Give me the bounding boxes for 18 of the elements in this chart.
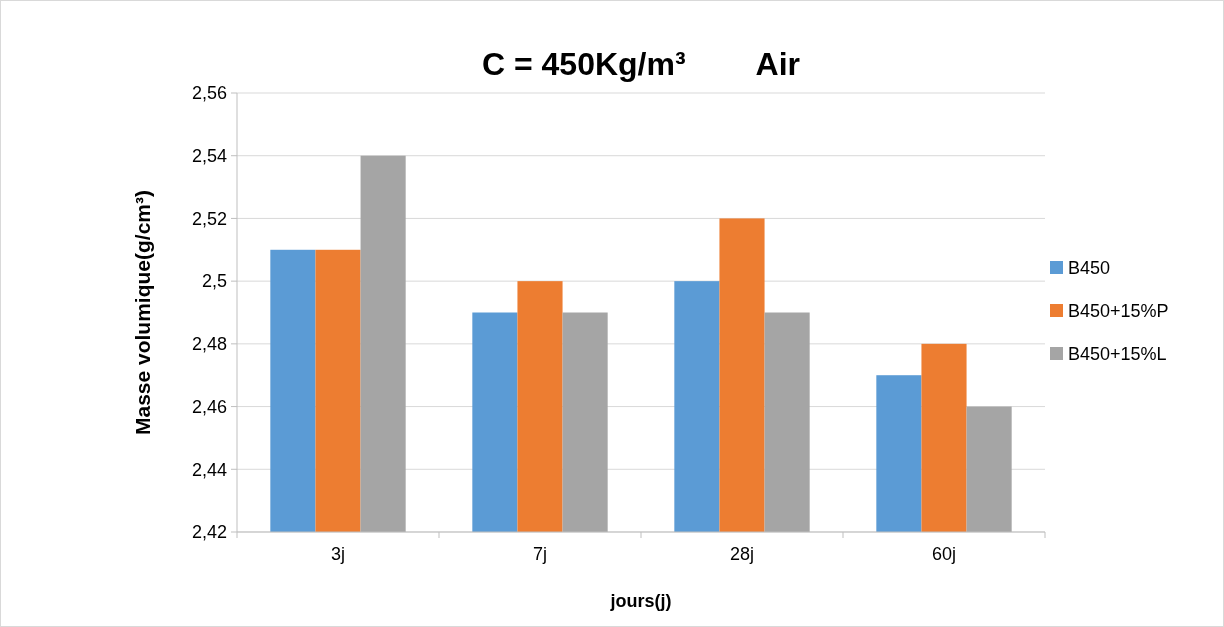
- legend-label: B450+15%L: [1068, 344, 1167, 365]
- y-tick-label: 2,56: [191, 83, 227, 104]
- y-tick-label: 2,46: [191, 396, 227, 417]
- x-tick-label: 28j: [729, 544, 755, 564]
- y-tick-label: 2,54: [191, 146, 227, 167]
- legend-label: B450+15%P: [1068, 301, 1169, 322]
- y-tick-label: 2,44: [191, 459, 227, 480]
- y-tick-label: 2,5: [201, 271, 227, 292]
- y-tick-label: 2,48: [191, 334, 227, 355]
- x-axis-title: jours(j): [609, 591, 672, 611]
- legend-label: B450: [1068, 258, 1111, 279]
- y-tick-label: 2,52: [191, 208, 227, 229]
- y-axis-title: Masse volumique(g/cm³): [131, 189, 154, 436]
- x-tick-label: 3j: [330, 544, 346, 564]
- x-tick-label: 60j: [931, 544, 957, 564]
- x-tick-label: 7j: [532, 544, 548, 564]
- y-tick-label: 2,42: [191, 522, 227, 543]
- chart-title: C = 450Kg/m³ Air: [481, 46, 801, 82]
